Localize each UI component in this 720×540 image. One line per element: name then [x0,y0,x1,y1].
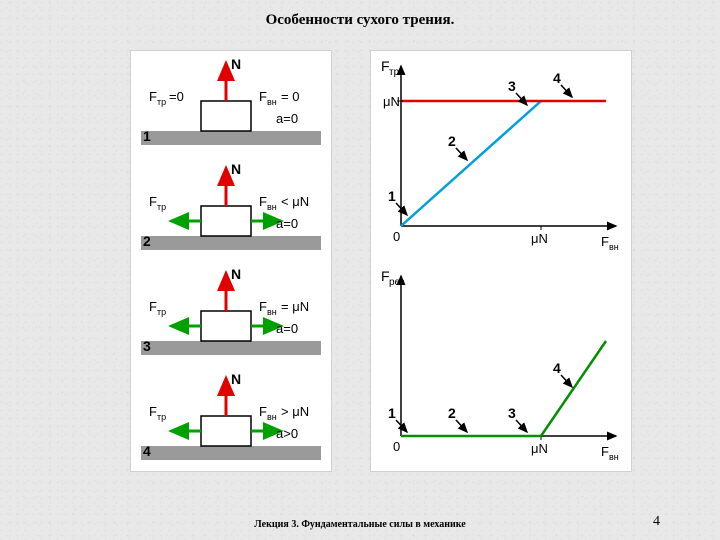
bottom-graph: Fрез0FвнμN1234 [371,261,631,471]
svg-text:N: N [231,371,241,387]
svg-text:2: 2 [143,233,151,249]
svg-text:тр: тр [157,307,166,317]
svg-text:F: F [259,194,267,209]
svg-text:вн: вн [267,97,277,107]
svg-text:тр: тр [389,67,400,78]
top-graph-svg: Fтр0FвнμNμN1234 [371,51,631,261]
svg-text:4: 4 [553,360,561,376]
svg-text:F: F [259,89,267,104]
svg-text:вн: вн [267,412,277,422]
slide-number: 4 [653,514,660,530]
svg-text:4: 4 [143,443,151,459]
svg-text:N: N [231,266,241,282]
svg-text:μN: μN [531,441,548,456]
svg-text:a=0: a=0 [276,111,298,126]
svg-text:вн: вн [267,307,277,317]
svg-text:N: N [231,56,241,72]
svg-text:F: F [149,299,157,314]
svg-text:a>0: a>0 [276,426,298,441]
left-panel-4: NFтрFвн> μNa>04 [131,366,331,471]
svg-text:F: F [601,444,609,459]
svg-text:тр: тр [157,202,166,212]
svg-text:тр: тр [157,412,166,422]
left-diagrams: NFтр=0Fвн= 0a=01 NFтрFвн< μNa=02 NFтрFвн… [130,50,332,472]
svg-text:0: 0 [393,439,400,454]
svg-text:=0: =0 [169,89,184,104]
svg-text:a=0: a=0 [276,321,298,336]
svg-text:N: N [231,161,241,177]
svg-text:F: F [149,194,157,209]
svg-text:4: 4 [553,70,561,86]
svg-text:1: 1 [388,405,396,421]
svg-text:F: F [149,89,157,104]
svg-text:2: 2 [448,405,456,421]
page-title: Особенности сухого трения. [0,12,720,29]
top-graph: Fтр0FвнμNμN1234 [371,51,631,261]
svg-text:1: 1 [143,128,151,144]
panel-svg-3: NFтрFвн= μNa=03 [131,261,331,366]
svg-text:3: 3 [508,405,516,421]
panel-svg-1: N Fтр=0 Fвн = 0 a=0 1 [131,51,331,156]
svg-text:1: 1 [388,188,396,204]
svg-text:< μN: < μN [281,194,309,209]
svg-text:вн: вн [609,242,619,252]
svg-text:F: F [259,404,267,419]
svg-text:0: 0 [393,229,400,244]
left-panel-1: N Fтр=0 Fвн = 0 a=0 1 [131,51,331,156]
svg-text:вн: вн [267,202,277,212]
svg-text:= μN: = μN [281,299,309,314]
svg-text:> μN: > μN [281,404,309,419]
svg-text:тр: тр [157,97,166,107]
svg-text:F: F [259,299,267,314]
right-graphs: Fтр0FвнμNμN1234 Fрез0FвнμN1234 [370,50,632,472]
panel-svg-2: NFтрFвн< μNa=02 [131,156,331,261]
svg-text:рез: рез [389,277,405,288]
left-panel-3: NFтрFвн= μNa=03 [131,261,331,366]
svg-text:= 0: = 0 [281,89,299,104]
svg-text:F: F [149,404,157,419]
panel-svg-4: NFтрFвн> μNa>04 [131,366,331,471]
svg-text:a=0: a=0 [276,216,298,231]
svg-text:2: 2 [448,133,456,149]
svg-text:F: F [601,234,609,249]
svg-text:вн: вн [609,452,619,462]
footer-text: Лекция 3. Фундаментальные силы в механик… [0,519,720,530]
left-panel-2: NFтрFвн< μNa=02 [131,156,331,261]
svg-text:3: 3 [143,338,151,354]
svg-text:3: 3 [508,78,516,94]
bottom-graph-svg: Fрез0FвнμN1234 [371,261,631,471]
svg-text:μN: μN [531,231,548,246]
